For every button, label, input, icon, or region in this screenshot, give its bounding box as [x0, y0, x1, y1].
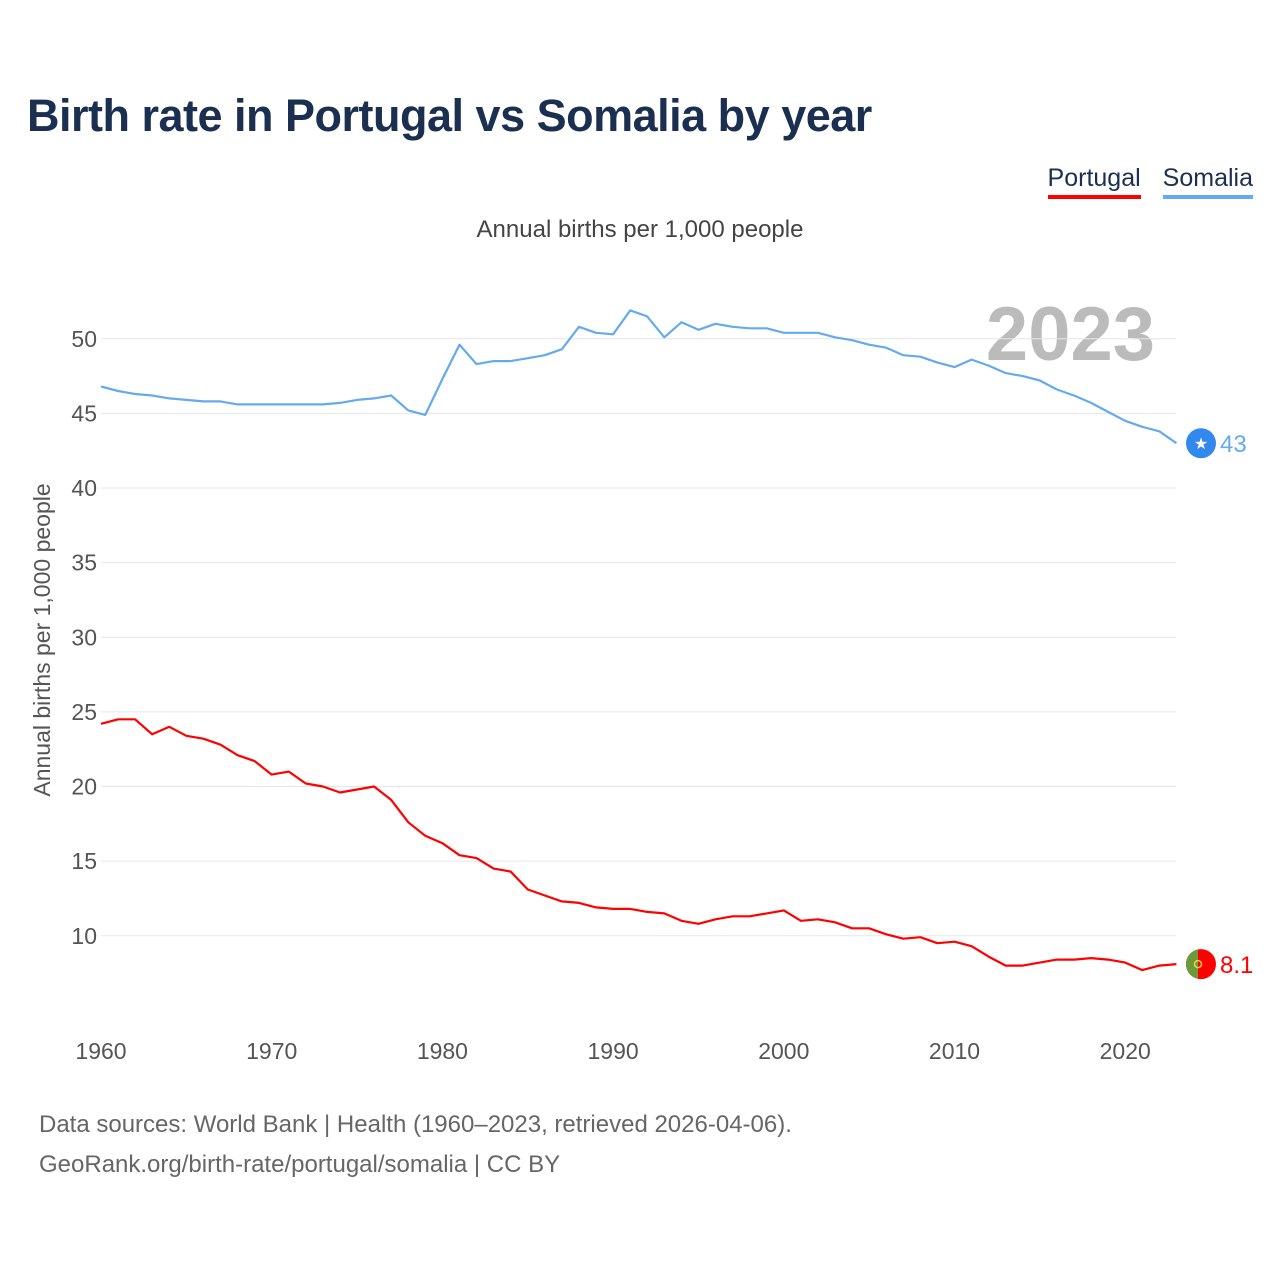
y-tick-label: 15: [71, 848, 97, 874]
chart-title: Birth rate in Portugal vs Somalia by yea…: [27, 90, 872, 141]
y-tick-label: 45: [71, 400, 97, 426]
y-axis-label: Annual births per 1,000 people: [29, 483, 55, 796]
legend-somalia[interactable]: Somalia: [1162, 164, 1253, 199]
svg-text:★: ★: [1194, 436, 1208, 453]
series-line-portugal: [100, 718, 1177, 972]
x-tick-label: 2020: [1100, 1038, 1151, 1064]
somalia-end-value: 43: [1220, 431, 1247, 458]
portugal-flag-icon: [1185, 949, 1216, 980]
legend-portugal[interactable]: Portugal: [1047, 164, 1141, 199]
x-tick-label: 1990: [588, 1038, 639, 1064]
y-tick-label: 40: [71, 475, 97, 501]
y-tick-label: 20: [71, 774, 97, 800]
x-tick-label: 1980: [417, 1038, 468, 1064]
y-tick-label: 10: [71, 923, 97, 949]
x-tick-label: 2000: [758, 1038, 809, 1064]
x-tick-label: 2010: [929, 1038, 980, 1064]
chart-subtitle: Annual births per 1,000 people: [476, 216, 804, 243]
x-tick-label: 1960: [75, 1038, 126, 1064]
legend: Portugal Somalia: [1047, 164, 1253, 199]
y-tick-label: 50: [71, 326, 97, 352]
y-tick-label: 30: [71, 624, 97, 650]
x-tick-label: 1970: [246, 1038, 297, 1064]
y-tick-label: 35: [71, 550, 97, 576]
somalia-flag-icon: ★: [1186, 428, 1216, 459]
portugal-end-value: 8.1: [1220, 952, 1253, 979]
y-tick-label: 25: [71, 699, 97, 725]
source-text: Data sources: World Bank | Health (1960–…: [39, 1111, 792, 1138]
year-watermark: 2023: [986, 292, 1155, 377]
footer: Data sources: World Bank | Health (1960–…: [39, 1105, 792, 1185]
series-line-somalia: [100, 309, 1178, 445]
source-link[interactable]: GeoRank.org/birth-rate/portugal/somalia …: [39, 1151, 561, 1178]
